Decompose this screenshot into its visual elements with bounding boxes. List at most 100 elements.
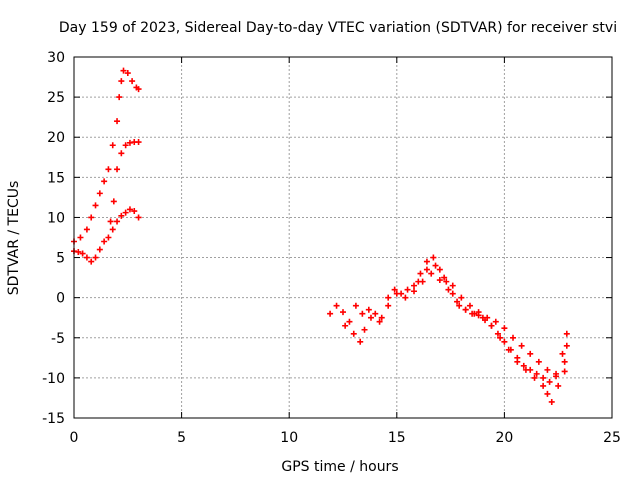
data-point xyxy=(411,282,418,289)
y-tick-label: 25 xyxy=(47,90,65,106)
y-tick-label: 15 xyxy=(47,170,65,186)
data-point xyxy=(88,214,95,221)
data-point xyxy=(126,139,133,146)
y-tick-label: 20 xyxy=(47,130,65,146)
data-point xyxy=(471,310,478,317)
data-point xyxy=(105,234,112,241)
series-afternoon-track-2 xyxy=(342,270,570,405)
y-tick-label: 10 xyxy=(47,210,65,226)
plot-frame xyxy=(73,56,613,419)
chart-title: Day 159 of 2023, Sidereal Day-to-day VTE… xyxy=(59,20,617,36)
y-tick-label: 30 xyxy=(47,50,65,66)
data-point xyxy=(514,358,521,365)
data-point xyxy=(454,298,461,305)
data-point xyxy=(404,286,411,293)
data-point xyxy=(96,246,103,253)
y-tick-label: -15 xyxy=(42,411,65,427)
data-point xyxy=(393,290,400,297)
data-point xyxy=(378,314,385,321)
data-point xyxy=(423,266,430,273)
data-point xyxy=(436,277,443,284)
data-point xyxy=(563,330,570,337)
x-tick-label: 10 xyxy=(280,430,298,446)
data-point xyxy=(359,310,366,317)
x-tick-label: 15 xyxy=(388,430,406,446)
data-point xyxy=(518,342,525,349)
axis-ticks: 0 5 10 15 20 25 -15 -10 -5 0 5 10 15 20 25 30 xyxy=(42,50,621,446)
data-point xyxy=(402,294,409,301)
data-point xyxy=(96,190,103,197)
data-point xyxy=(559,350,566,357)
data-point xyxy=(109,226,116,233)
y-tick-label: -5 xyxy=(51,331,65,347)
data-point xyxy=(458,294,465,301)
data-point xyxy=(544,366,551,373)
data-point xyxy=(563,342,570,349)
data-point xyxy=(456,302,463,309)
data-point xyxy=(417,270,424,277)
x-tick-label: 0 xyxy=(70,430,79,446)
data-point xyxy=(129,78,136,85)
data-point xyxy=(430,254,437,261)
data-point xyxy=(342,322,349,329)
data-point xyxy=(77,234,84,241)
series-morning-track-3 xyxy=(71,206,142,265)
data-point xyxy=(553,373,560,380)
data-point xyxy=(391,286,398,293)
data-point xyxy=(120,67,127,74)
data-point xyxy=(333,302,340,309)
data-point xyxy=(385,294,392,301)
data-point xyxy=(83,226,90,233)
data-point xyxy=(118,78,125,85)
data-point xyxy=(79,250,86,257)
data-point xyxy=(118,150,125,157)
y-tick-label: 0 xyxy=(56,291,65,307)
data-point xyxy=(443,278,450,285)
data-point xyxy=(533,370,540,377)
data-point xyxy=(372,310,379,317)
x-axis-label: GPS time / hours xyxy=(281,459,398,475)
data-point xyxy=(361,326,368,333)
data-point xyxy=(83,254,90,261)
data-point xyxy=(118,212,125,219)
data-point xyxy=(505,346,512,353)
data-point xyxy=(540,382,547,389)
data-point xyxy=(346,318,353,325)
data-point xyxy=(350,330,357,337)
data-point xyxy=(107,218,114,225)
data-point xyxy=(126,206,133,213)
y-tick-label: 5 xyxy=(56,251,65,267)
data-point xyxy=(561,368,568,375)
data-point xyxy=(135,214,142,221)
y-axis-label: SDTVAR / TECUs xyxy=(6,181,22,296)
data-point xyxy=(510,334,517,341)
series-morning-track-1 xyxy=(71,67,142,245)
data-point xyxy=(520,362,527,369)
data-point xyxy=(122,209,129,216)
data-point xyxy=(131,208,138,215)
data-point xyxy=(423,258,430,265)
data-point xyxy=(466,302,473,309)
data-point xyxy=(340,309,346,316)
data-point xyxy=(135,139,142,146)
data-point xyxy=(135,86,142,93)
data-point xyxy=(367,314,374,321)
data-point xyxy=(411,288,418,295)
y-tick-label: -10 xyxy=(42,371,65,387)
data-point xyxy=(544,390,551,397)
data-point xyxy=(501,325,508,332)
data-point xyxy=(497,334,504,341)
data-point xyxy=(385,302,392,309)
data-point xyxy=(88,258,95,265)
data-point xyxy=(365,306,372,313)
x-tick-label: 25 xyxy=(603,430,621,446)
data-point xyxy=(101,178,108,185)
data-point xyxy=(428,270,435,277)
data-point xyxy=(531,374,538,381)
x-tick-label: 20 xyxy=(495,430,513,446)
data-point xyxy=(449,290,456,297)
data-point xyxy=(357,338,364,345)
data-point xyxy=(110,198,117,205)
data-point xyxy=(441,274,448,281)
